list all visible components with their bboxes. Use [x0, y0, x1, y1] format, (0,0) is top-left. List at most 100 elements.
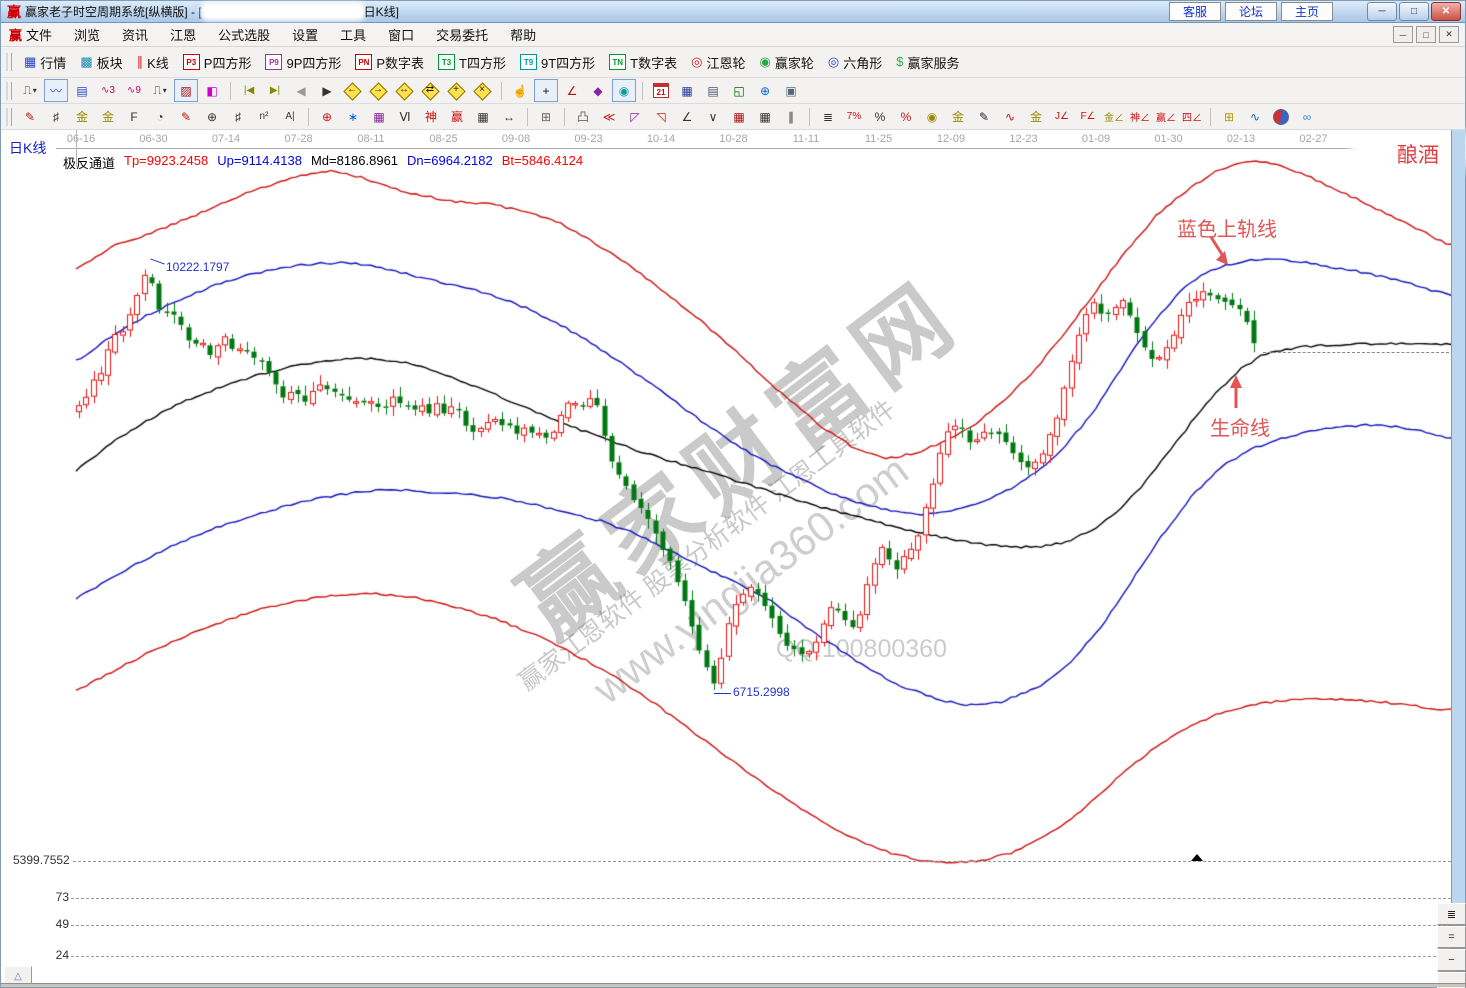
- minimize-button[interactable]: ─: [1367, 2, 1397, 21]
- red-rays-button[interactable]: ≪: [597, 105, 621, 128]
- gann-box-list-button[interactable]: ≣: [816, 105, 840, 128]
- shift-right-button[interactable]: →: [367, 80, 391, 102]
- close-button[interactable]: ✕: [1431, 2, 1461, 21]
- menu-item-4[interactable]: 公式选股: [218, 28, 271, 43]
- n-squared-button[interactable]: n²: [252, 105, 276, 128]
- menu-item-6[interactable]: 工具: [340, 28, 367, 43]
- wave-3-button[interactable]: ∿3: [96, 79, 120, 102]
- a-mark-button[interactable]: A|: [278, 105, 302, 128]
- circle-gauge-button[interactable]: ⊕: [200, 105, 224, 128]
- bar-style-dropdown-button[interactable]: ⎍ ▾: [148, 79, 172, 102]
- j-angle-button[interactable]: J∠: [1050, 105, 1074, 128]
- prev-bar-button[interactable]: ◀: [289, 79, 313, 102]
- p9-square-button[interactable]: P9 9P四方形: [258, 50, 348, 74]
- hand-tool-button[interactable]: ☝: [508, 79, 532, 102]
- gann-wheel-button[interactable]: ◎ 江恩轮: [684, 50, 752, 74]
- quick-link-forum[interactable]: 论坛: [1225, 2, 1277, 21]
- taiji-button[interactable]: [1269, 105, 1293, 128]
- expand-x-button[interactable]: ↔: [393, 80, 417, 102]
- compress-x-button[interactable]: ⇄: [419, 80, 443, 102]
- ying-angle-button[interactable]: 赢∠: [1154, 105, 1178, 128]
- save-screen-button[interactable]: ◱: [727, 79, 751, 102]
- tick-mark-button[interactable]: Ⅵ: [393, 105, 417, 128]
- ying-comb-button[interactable]: 赢: [445, 105, 469, 128]
- winner-wheel-button[interactable]: ◉ 赢家轮: [752, 50, 820, 74]
- red-grid-button[interactable]: ▦: [727, 105, 751, 128]
- spiral-tool-button[interactable]: ◔: [148, 105, 172, 128]
- infinity-button[interactable]: ∞: [1295, 105, 1319, 128]
- angle-line-tool-button[interactable]: ∠: [560, 79, 584, 102]
- row-height-small-button[interactable]: −: [1437, 949, 1466, 971]
- wave-9-button[interactable]: ∿9: [122, 79, 146, 102]
- gold-wave-button[interactable]: ∿: [998, 105, 1022, 128]
- gold-comb-1-button[interactable]: 金: [70, 105, 94, 128]
- export-web-button[interactable]: ⊕: [753, 79, 777, 102]
- quick-link-customer-service[interactable]: 客服: [1169, 2, 1221, 21]
- f-angle-button[interactable]: F∠: [1076, 105, 1100, 128]
- quotes-button[interactable]: ▦ 行情: [17, 50, 73, 74]
- frame-box-button[interactable]: ⊞: [534, 105, 558, 128]
- next-bar-button[interactable]: ▶: [315, 79, 339, 102]
- info-panel-button[interactable]: ▤: [70, 79, 94, 102]
- gold-levels-button[interactable]: 金: [946, 105, 970, 128]
- kline-style-dropdown-button[interactable]: ⎍ ▾: [18, 79, 42, 102]
- overlay-lines-button[interactable]: 〰: [44, 79, 68, 102]
- quick-link-homepage[interactable]: 主页: [1281, 2, 1333, 21]
- t-square-button[interactable]: T3 T四方形: [431, 50, 513, 74]
- gold-circle-button[interactable]: ◉: [920, 105, 944, 128]
- menu-item-2[interactable]: 资讯: [122, 28, 149, 43]
- shen-comb-button[interactable]: 神: [419, 105, 443, 128]
- shift-left-button[interactable]: ←: [341, 80, 365, 102]
- menu-item-0[interactable]: 文件: [26, 28, 53, 43]
- purple-web-button[interactable]: ▦: [367, 105, 391, 128]
- notepad-button[interactable]: ▤: [701, 79, 725, 102]
- calculator-button[interactable]: ▦: [675, 79, 699, 102]
- marker-pen-button[interactable]: ✎: [972, 105, 996, 128]
- red-pattern-button[interactable]: ▨: [174, 79, 198, 102]
- red-target-button[interactable]: ⊕: [315, 105, 339, 128]
- zigzag-button[interactable]: ∨: [701, 105, 725, 128]
- comb-ruler-button[interactable]: ♯: [44, 105, 68, 128]
- sort-histogram-button[interactable]: ◧: [200, 79, 224, 102]
- row-height-medium-button[interactable]: =: [1437, 926, 1466, 948]
- kline-button[interactable]: ∥ K线: [130, 50, 176, 74]
- child-minimize-button[interactable]: ─: [1393, 26, 1413, 43]
- menu-item-1[interactable]: 浏览: [74, 28, 101, 43]
- right-scrollbar[interactable]: [1451, 130, 1465, 987]
- si-angle-button[interactable]: 四∠: [1180, 105, 1204, 128]
- winner-service-button[interactable]: $ 赢家服务: [889, 50, 966, 74]
- first-bar-button[interactable]: |◀: [237, 79, 261, 102]
- menu-item-3[interactable]: 江恩: [170, 28, 197, 43]
- step-box-button[interactable]: 凸: [571, 105, 595, 128]
- shen-angle-button[interactable]: 神∠: [1128, 105, 1152, 128]
- restore-button[interactable]: □: [1399, 2, 1429, 21]
- zoom-in-button[interactable]: +: [445, 80, 469, 102]
- chart-area[interactable]: 日K线 06-16 06-30 07-14 07-28 08-11 08-25 09-08 0…: [1, 130, 1466, 988]
- t9-square-button[interactable]: T9 9T四方形: [513, 50, 602, 74]
- yellow-grid-button[interactable]: ⊞: [1217, 105, 1241, 128]
- smart-brain-tool-button[interactable]: ◉: [612, 79, 636, 102]
- hexagon-button[interactable]: ◎ 六角形: [821, 50, 889, 74]
- star-grid-button[interactable]: ∗: [341, 105, 365, 128]
- gold-comb-2-button[interactable]: 金: [96, 105, 120, 128]
- zoom-out-button[interactable]: ×: [471, 80, 495, 102]
- percent-button[interactable]: %: [868, 105, 892, 128]
- child-restore-button[interactable]: □: [1416, 26, 1436, 43]
- menu-item-7[interactable]: 窗口: [388, 28, 415, 43]
- calendar-21-button[interactable]: 21: [649, 79, 673, 102]
- menu-item-5[interactable]: 设置: [292, 28, 319, 43]
- f-comb-button[interactable]: F: [122, 105, 146, 128]
- grid-123-button[interactable]: ▦: [471, 105, 495, 128]
- t-number-table-button[interactable]: TN T数字表: [602, 50, 684, 74]
- crosshair-tool-button[interactable]: +: [534, 79, 558, 102]
- menu-item-8[interactable]: 交易委托: [436, 28, 489, 43]
- percent-7-button[interactable]: 7%: [842, 105, 866, 128]
- gann-shape-tool-button[interactable]: ◆: [586, 79, 610, 102]
- width-arrow-button[interactable]: ↔: [497, 105, 521, 128]
- print-button[interactable]: ▣: [779, 79, 803, 102]
- menu-item-9[interactable]: 帮助: [510, 28, 537, 43]
- purple-fan-button[interactable]: ◸: [623, 105, 647, 128]
- sectors-button[interactable]: ▩ 板块: [73, 50, 129, 74]
- gold-levels-2-button[interactable]: 金: [1024, 105, 1048, 128]
- child-close-button[interactable]: ✕: [1439, 26, 1459, 43]
